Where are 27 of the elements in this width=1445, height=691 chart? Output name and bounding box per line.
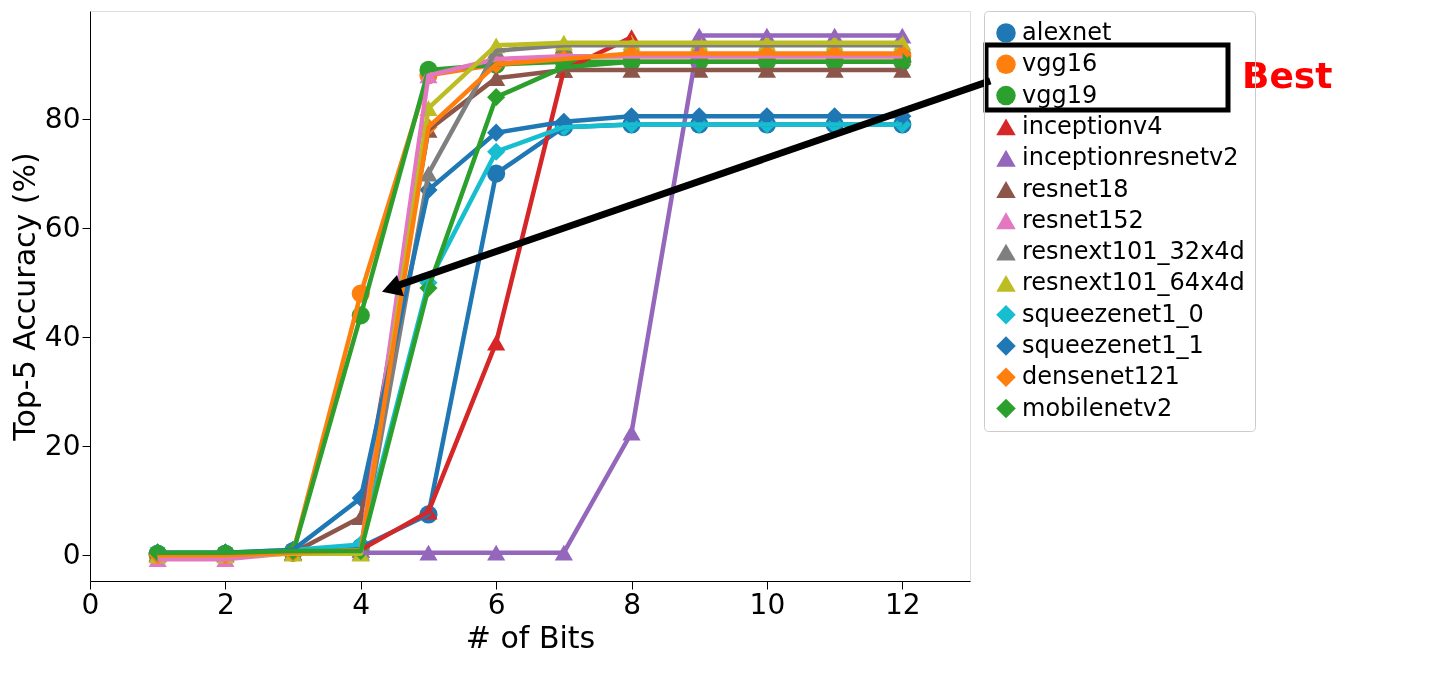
y-tick-label: 60 xyxy=(44,210,81,244)
x-axis-title: # of Bits xyxy=(465,619,596,655)
legend-label: vgg19 xyxy=(1022,80,1098,109)
legend-label: inceptionresnetv2 xyxy=(1022,143,1239,172)
text: Best xyxy=(1242,55,1333,96)
x-tick-label: 6 xyxy=(487,587,506,621)
legend-label: squeezenet1_1 xyxy=(1022,331,1204,359)
y-tick-label: 0 xyxy=(62,537,81,571)
legend-label: mobilenetv2 xyxy=(1022,393,1173,422)
y-tick-label: 80 xyxy=(44,101,81,135)
legend-label: resnet152 xyxy=(1022,205,1144,234)
y-tick-label: 40 xyxy=(44,319,81,353)
y-tick-label: 20 xyxy=(44,428,81,462)
x-tick-label: 8 xyxy=(623,587,641,621)
legend-label: densenet121 xyxy=(1022,362,1180,391)
legend-label: resnet18 xyxy=(1022,174,1129,203)
x-tick-label: 4 xyxy=(352,587,371,621)
legend-label: resnext101_32x4d xyxy=(1022,237,1245,266)
legend-label: squeezenet1_0 xyxy=(1022,299,1204,328)
legend-label: vgg16 xyxy=(1022,49,1098,78)
legend-label: resnext101_64x4d xyxy=(1022,268,1245,297)
x-tick-label: 12 xyxy=(884,587,921,621)
y-axis-title: Top-5 Accuracy (%) xyxy=(6,152,42,442)
x-tick-label: 2 xyxy=(216,587,235,621)
x-tick-label: 10 xyxy=(749,587,786,621)
legend-label: inceptionv4 xyxy=(1022,111,1163,140)
legend-label: alexnet xyxy=(1022,18,1112,46)
